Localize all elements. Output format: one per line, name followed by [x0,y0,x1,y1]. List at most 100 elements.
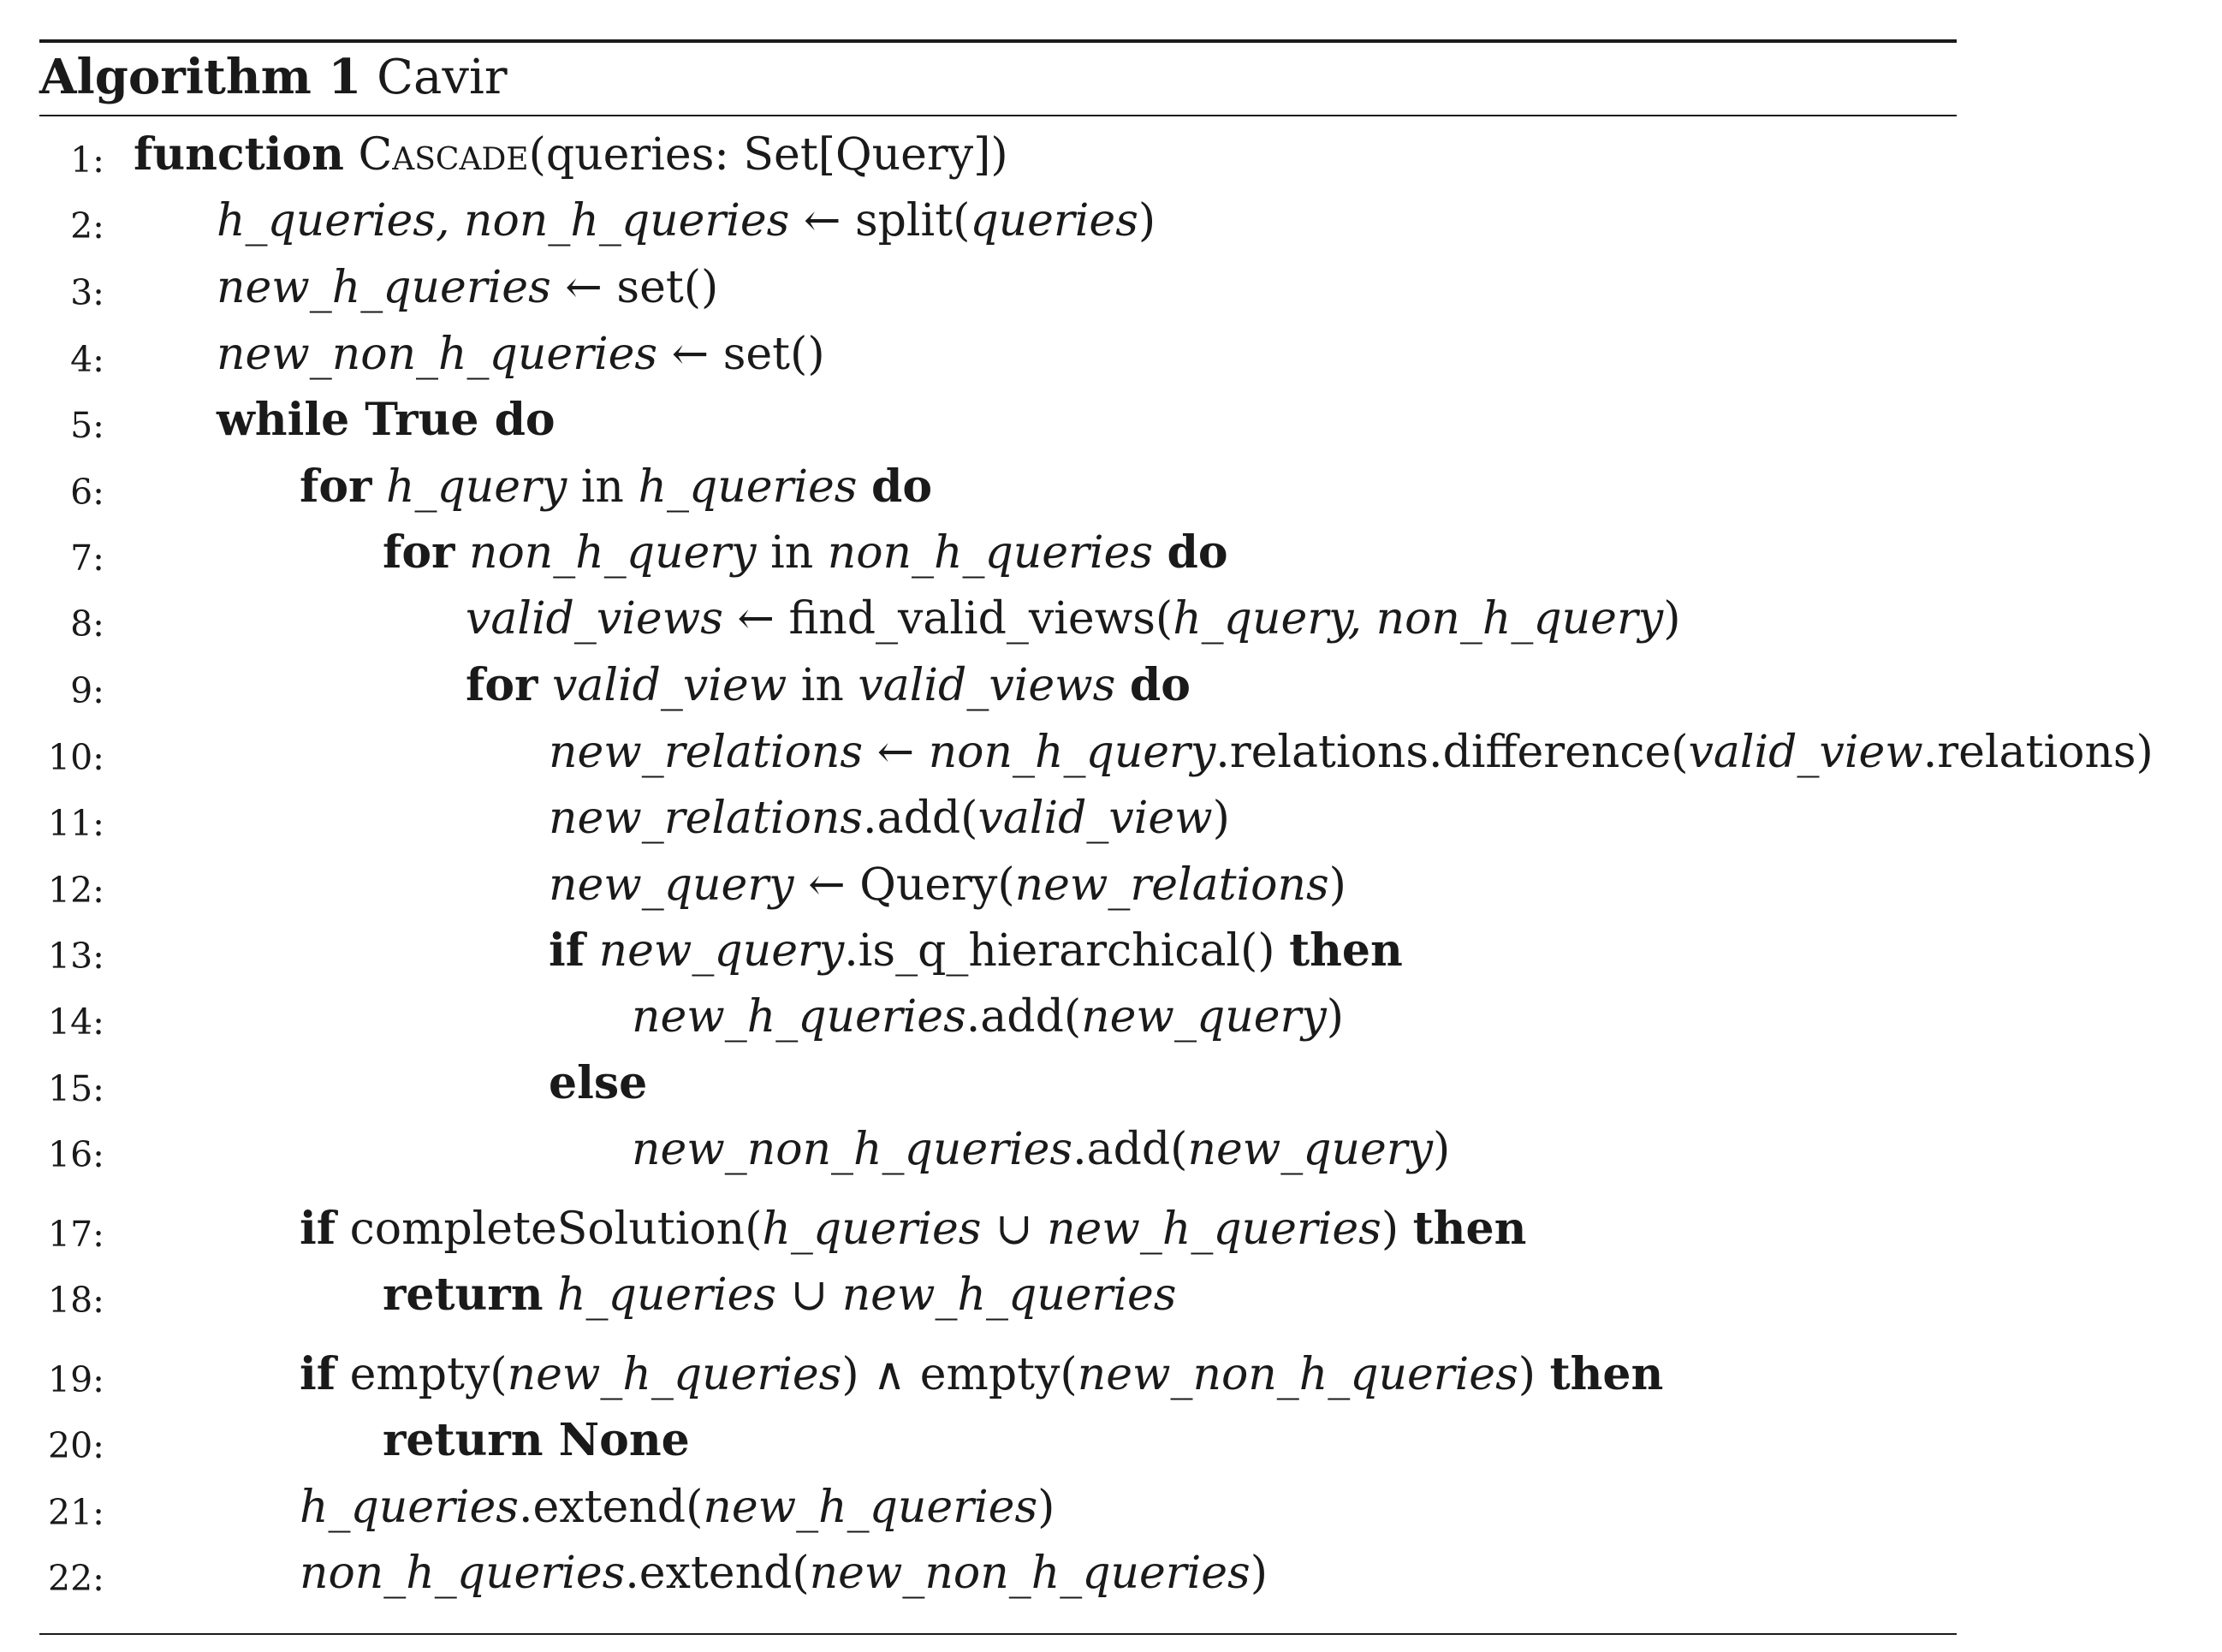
variable: new_h_queries [703,1482,1038,1533]
variable: h_queries [762,1203,982,1255]
algorithm-label: Algorithm 1 [39,49,362,105]
keyword: for [383,526,455,579]
code-text: .relations) [1922,727,2154,778]
line-number: 9: [70,670,104,711]
line-code: h_queries.extend(new_h_queries) [300,1477,1055,1537]
variable: new_h_queries [507,1349,842,1400]
variable: new_h_queries [1047,1203,1381,1255]
variable: valid_views [466,593,723,645]
variable: new_non_h_queries [809,1548,1251,1599]
variable: valid_views [858,660,1116,711]
variable: h_queries [557,1269,777,1321]
variable: queries [970,195,1138,247]
variable: new_query [1081,991,1327,1043]
line-number: 16: [48,1134,104,1175]
line-code: while True do [217,390,556,450]
code-text: ← set() [550,262,719,313]
line-code: else [549,1054,647,1114]
keyword: if [300,1203,336,1255]
code-text [1115,660,1130,711]
variable: new_h_queries [632,991,966,1043]
line-number: 15: [48,1068,104,1109]
line-code: for h_query in h_queries do [300,457,932,517]
line-number: 2: [70,205,104,247]
line-number: 1: [70,140,104,181]
variable: non_h_query [468,527,757,579]
algorithm-name: Cavir [377,50,508,105]
code-text: in [787,660,858,711]
line-number: 6: [70,472,104,513]
caption-rule [39,115,1957,116]
variable: non_h_query [928,727,1216,778]
line-number: 18: [48,1280,104,1321]
keyword: then [1549,1348,1664,1400]
code-text [538,660,552,711]
code-text: ) [1138,195,1156,247]
line-code: new_h_queries.add(new_query) [632,987,1344,1047]
code-text: ) [1037,1482,1055,1533]
line-code: new_h_queries ← set() [217,258,718,318]
variable: new_query [1187,1124,1434,1175]
line-number: 21: [48,1492,104,1533]
code-text [371,461,386,513]
code-text: .add( [863,793,978,844]
line-code: new_non_h_queries.add(new_query) [632,1120,1450,1180]
variable: valid_view [977,793,1213,844]
code-text: ∪ [776,1269,842,1321]
line-code: return h_queries ∪ new_h_queries [383,1265,1176,1325]
variable: valid_view [1688,727,1923,778]
variable: non_h_queries [300,1548,626,1599]
line-code: if new_query.is_q_hierarchical() then [549,921,1403,981]
line-code: if empty(new_h_queries) ∧ empty(new_non_… [300,1345,1663,1405]
line-number: 19: [48,1359,104,1400]
line-code: valid_views ← find_valid_views(h_query, … [466,589,1680,649]
keyword: function [134,128,344,181]
variable: new_h_queries [217,262,551,313]
code-text [544,1269,558,1321]
code-text: ) [1212,793,1230,844]
code-text: ) ∧ empty( [841,1349,1078,1400]
line-number: 14: [48,1001,104,1043]
code-text: .extend( [519,1482,704,1533]
line-number: 13: [48,936,104,977]
keyword: do [1167,526,1228,579]
code-text: ← [863,727,929,778]
variable: new_relations [1014,859,1329,911]
line-number: 22: [48,1558,104,1599]
variable: h_query [385,461,567,513]
line-number: 17: [48,1214,104,1255]
variable: new_relations [549,793,864,844]
code-text: ) [1381,1203,1413,1255]
line-number: 5: [70,405,104,446]
code-text: ← find_valid_views( [722,593,1173,645]
top-rule [39,39,1957,43]
variable: h_query, non_h_query [1173,593,1664,645]
code-text: .is_q_hierarchical() [844,925,1290,977]
variable: new_relations [549,727,864,778]
code-text [1153,527,1167,579]
line-number: 8: [70,603,104,645]
code-text: ) [1433,1124,1451,1175]
code-text: ← Query( [793,859,1015,911]
code-text: .relations.difference( [1215,727,1689,778]
keyword: if [549,924,585,977]
keyword: then [1412,1203,1527,1255]
keyword: while True do [217,394,556,446]
code-text: ) [1663,593,1681,645]
line-code: for non_h_query in non_h_queries do [383,523,1228,583]
line-number: 12: [48,870,104,911]
keyword: for [466,659,538,711]
keyword: for [300,461,372,513]
variable: non_h_queries [827,527,1154,579]
variable: new_non_h_queries [632,1124,1073,1175]
line-number: 3: [70,272,104,313]
variable: new_query [598,925,845,977]
line-code: new_non_h_queries ← set() [217,324,825,384]
line-code: for valid_view in valid_views do [466,656,1191,716]
code-text [344,129,359,181]
variable: new_non_h_queries [1077,1349,1518,1400]
code-text: ) [1250,1548,1268,1599]
code-text: ∪ [981,1203,1048,1255]
code-text: .add( [1072,1124,1188,1175]
variable: new_query [549,859,794,911]
